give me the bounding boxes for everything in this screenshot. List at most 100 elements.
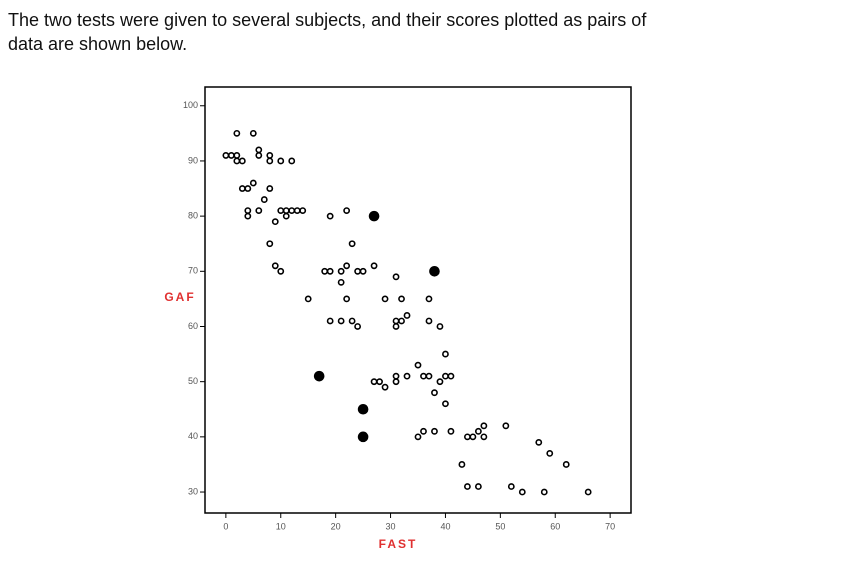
point (431, 389, 438, 397)
point (244, 207, 252, 215)
point (326, 212, 334, 220)
point (540, 488, 548, 496)
point (370, 378, 378, 386)
point (518, 488, 526, 496)
x-tick-label: 50 (495, 521, 505, 531)
y-tick-label: 30 (188, 486, 198, 496)
y-tick-label: 60 (188, 321, 198, 331)
point (436, 378, 444, 386)
point (398, 317, 405, 325)
intro-line: data are shown below. (8, 34, 188, 54)
point (480, 422, 488, 430)
y-tick-label: 70 (188, 266, 198, 276)
point (337, 267, 345, 275)
y-tick-label: 80 (188, 210, 198, 220)
plot-frame (204, 86, 632, 514)
point (277, 157, 285, 165)
point (420, 427, 427, 435)
point (464, 483, 471, 490)
point (337, 278, 345, 286)
point (368, 210, 380, 222)
point (321, 267, 329, 275)
point (480, 433, 488, 441)
y-tick-label: 40 (188, 431, 198, 441)
point (546, 450, 554, 457)
point (507, 483, 515, 490)
point (249, 129, 257, 137)
point (474, 427, 482, 435)
point (392, 323, 400, 330)
point (238, 157, 246, 165)
point (420, 372, 427, 380)
point (403, 372, 411, 380)
point (343, 295, 351, 303)
point (266, 185, 274, 192)
point (238, 185, 246, 192)
point (271, 218, 279, 226)
point (469, 433, 477, 441)
point (376, 378, 383, 386)
point (282, 207, 290, 215)
point (260, 196, 268, 203)
point (354, 267, 362, 275)
point (343, 207, 351, 215)
point (403, 312, 411, 319)
point (288, 157, 296, 165)
point (370, 262, 378, 270)
point (288, 207, 296, 215)
point (458, 461, 466, 468)
point (425, 295, 433, 303)
point (429, 266, 440, 277)
point (255, 146, 263, 154)
x-tick-label: 40 (440, 521, 450, 531)
point (392, 378, 400, 386)
point (431, 427, 438, 435)
point (266, 157, 274, 165)
x-tick-label: 10 (276, 521, 286, 531)
x-tick-label: 60 (550, 521, 560, 531)
intro-line: The two tests were given to several subj… (8, 10, 647, 30)
point (414, 361, 422, 369)
point (277, 267, 285, 275)
point (255, 152, 263, 159)
point (474, 483, 482, 490)
point (326, 317, 334, 325)
point (392, 273, 400, 281)
point (233, 152, 241, 159)
point (326, 267, 334, 275)
point (442, 372, 449, 380)
x-axis-label: FAST (379, 537, 418, 551)
point (464, 433, 471, 441)
point (343, 262, 351, 270)
point (357, 403, 369, 415)
point (233, 129, 241, 137)
point (442, 350, 449, 358)
point (304, 295, 312, 303)
y-axis-label: GAF (164, 290, 195, 304)
point (535, 438, 543, 446)
point (337, 317, 345, 325)
point (282, 212, 290, 220)
point (447, 427, 455, 435)
point (277, 207, 285, 215)
point (244, 212, 252, 220)
point (562, 461, 570, 468)
point (392, 372, 400, 380)
x-tick-label: 30 (386, 521, 396, 531)
point (348, 240, 356, 248)
point (442, 400, 449, 408)
x-tick-label: 20 (331, 521, 341, 531)
point (447, 372, 455, 380)
point (502, 422, 510, 430)
point (357, 431, 369, 443)
point (354, 323, 362, 330)
point (381, 383, 389, 391)
point (425, 317, 433, 325)
point (348, 317, 356, 325)
point (398, 295, 405, 303)
point (414, 433, 422, 441)
x-tick-label: 70 (605, 521, 615, 531)
y-tick-label: 90 (188, 155, 198, 165)
